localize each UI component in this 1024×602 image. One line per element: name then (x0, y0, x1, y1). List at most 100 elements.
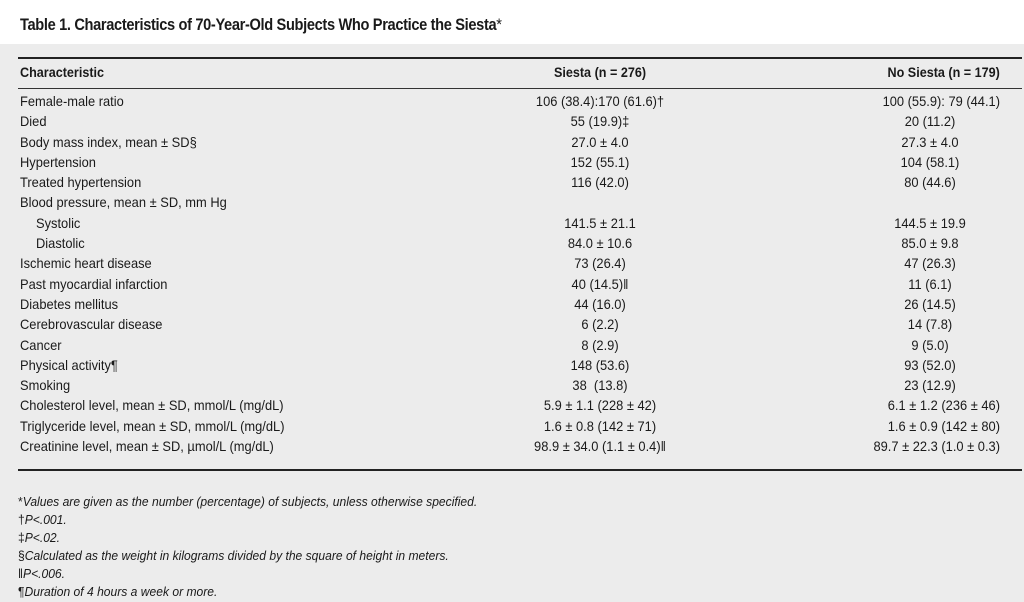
table-row-group-heading: Blood pressure, mean ± SD, mm Hg (0, 194, 1024, 214)
siesta-value: 148 (53.6) (570, 356, 630, 373)
row-label: Female-male ratio (20, 93, 124, 109)
row-label: Triglyceride level, mean ± SD, mmol/L (m… (20, 417, 285, 434)
no-siesta-value: 26 (14.5) (904, 295, 956, 312)
table-row: Body mass index, mean ± SD§ 27.0 ± 4.0 2… (0, 134, 1024, 154)
header-siesta: Siesta (n = 276) (553, 64, 647, 80)
table-row: Cancer 8 (2.9) 9 (5.0) (0, 337, 1024, 357)
footnote: ‖P<.006. (18, 566, 477, 584)
bottom-rule (18, 469, 1022, 471)
siesta-value: 84.0 ± 10.6 (567, 235, 633, 252)
footnote-symbol: ‡ (18, 530, 25, 545)
top-rule (18, 57, 1022, 59)
footnote: ¶Duration of 4 hours a week or more. (18, 584, 477, 602)
siesta-value: 141.5 ± 21.1 (564, 214, 636, 231)
row-label: Cancer (20, 336, 62, 353)
footnote-symbol: ‖ (18, 566, 23, 581)
siesta-value: 8 (2.9) (581, 336, 619, 353)
footnote-text: P<.006. (22, 566, 66, 581)
row-label: Systolic (36, 214, 81, 231)
no-siesta-value: 27.3 ± 4.0 (901, 133, 959, 150)
siesta-value: 152 (55.1) (570, 153, 630, 170)
no-siesta-value: 89.7 ± 22.3 (1.0 ± 0.3) (873, 438, 1000, 455)
no-siesta-value: 1.6 ± 0.9 (142 ± 80) (887, 417, 1000, 434)
no-siesta-value: 20 (11.2) (904, 113, 956, 130)
row-label: Smoking (20, 377, 71, 394)
siesta-value: 27.0 ± 4.0 (571, 133, 629, 150)
siesta-value: 98.9 ± 34.0 (1.1 ± 0.4)‖ (534, 438, 666, 455)
row-label: Physical activity¶ (20, 356, 118, 373)
siesta-value: 38 (13.8) (572, 377, 628, 394)
footnote-symbol: ¶ (18, 584, 25, 599)
siesta-value: 40 (14.5)‖ (571, 275, 629, 292)
footnote: §Calculated as the weight in kilograms d… (18, 548, 477, 566)
title-footnote-mark: * (496, 15, 502, 34)
siesta-value: 116 (42.0) (571, 174, 629, 191)
row-label: Past myocardial infarction (20, 275, 168, 292)
footnote-text: Values are given as the number (percenta… (22, 494, 478, 509)
siesta-value: 44 (16.0) (574, 295, 626, 312)
no-siesta-value: 9 (5.0) (911, 336, 949, 353)
row-label: Blood pressure, mean ± SD, mm Hg (20, 194, 227, 211)
table-title: Table 1. Characteristics of 70-Year-Old … (20, 15, 502, 35)
table-row: Hypertension 152 (55.1) 104 (58.1) (0, 154, 1024, 174)
table-row: Treated hypertension 116 (42.0) 80 (44.6… (0, 174, 1024, 194)
header-characteristic: Characteristic (20, 64, 105, 80)
no-siesta-value: 14 (7.8) (907, 316, 953, 333)
header-no-siesta: No Siesta (n = 179) (887, 64, 1000, 80)
table-row: Died 55 (19.9)‡ 20 (11.2) (0, 113, 1024, 133)
row-label: Died (20, 113, 47, 130)
no-siesta-value: 93 (52.0) (904, 356, 956, 373)
no-siesta-value: 144.5 ± 19.9 (894, 214, 966, 231)
no-siesta-value: 47 (26.3) (904, 255, 956, 272)
siesta-value: 6 (2.2) (581, 316, 619, 333)
table-row: Systolic 141.5 ± 21.1 144.5 ± 19.9 (0, 215, 1024, 235)
row-label: Cholesterol level, mean ± SD, mmol/L (mg… (20, 397, 284, 414)
table-row: Female-male ratio 106 (38.4):170 (61.6)†… (0, 93, 1024, 113)
row-label: Ischemic heart disease (20, 255, 152, 272)
table-row: Diabetes mellitus 44 (16.0) 26 (14.5) (0, 296, 1024, 316)
table-row: Smoking 38 (13.8) 23 (12.9) (0, 377, 1024, 397)
siesta-value: 1.6 ± 0.8 (142 ± 71) (543, 417, 657, 434)
table-row: Diastolic 84.0 ± 10.6 85.0 ± 9.8 (0, 235, 1024, 255)
table-row: Triglyceride level, mean ± SD, mmol/L (m… (0, 418, 1024, 438)
table-row: Physical activity¶ 148 (53.6) 93 (52.0) (0, 357, 1024, 377)
footnote: ‡P<.02. (18, 530, 477, 548)
footnote: *Values are given as the number (percent… (18, 494, 477, 512)
row-label: Cerebrovascular disease (20, 316, 163, 333)
no-siesta-value: 11 (6.1) (908, 275, 952, 292)
table-row: Creatinine level, mean ± SD, µmol/L (mg/… (0, 438, 1024, 458)
no-siesta-value: 80 (44.6) (904, 174, 956, 191)
no-siesta-value: 85.0 ± 9.8 (901, 235, 959, 252)
data-table: Female-male ratio 106 (38.4):170 (61.6)†… (0, 93, 1024, 458)
table-row: Cerebrovascular disease 6 (2.2) 14 (7.8) (0, 316, 1024, 336)
footnote-text: P<.02. (24, 530, 61, 545)
row-label: Diastolic (36, 235, 85, 252)
footnote-symbol: * (18, 494, 23, 509)
row-label: Hypertension (20, 153, 96, 170)
footnote: †P<.001. (18, 512, 477, 530)
table-row: Ischemic heart disease 73 (26.4) 47 (26.… (0, 255, 1024, 275)
table-row: Past myocardial infarction 40 (14.5)‖ 11… (0, 276, 1024, 296)
siesta-value: 55 (19.9)‡ (570, 113, 630, 130)
row-label: Body mass index, mean ± SD§ (20, 133, 197, 150)
no-siesta-value: 23 (12.9) (904, 377, 956, 394)
table-row: Cholesterol level, mean ± SD, mmol/L (mg… (0, 397, 1024, 417)
row-label: Treated hypertension (20, 174, 142, 191)
footnote-symbol: † (18, 512, 25, 527)
footnote-text: P<.001. (24, 512, 67, 527)
siesta-value: 106 (38.4):170 (61.6)† (535, 93, 665, 109)
table-title-text: Table 1. Characteristics of 70-Year-Old … (20, 15, 497, 34)
siesta-value: 5.9 ± 1.1 (228 ± 42) (543, 397, 657, 414)
no-siesta-value: 6.1 ± 1.2 (236 ± 46) (887, 397, 1000, 414)
row-label: Creatinine level, mean ± SD, µmol/L (mg/… (20, 438, 274, 455)
footnotes: *Values are given as the number (percent… (18, 494, 512, 602)
no-siesta-value: 104 (58.1) (900, 153, 960, 170)
row-label: Diabetes mellitus (20, 295, 119, 312)
footnote-text: Duration of 4 hours a week or more. (24, 584, 218, 599)
header-rule (18, 88, 1022, 89)
siesta-value: 73 (26.4) (574, 255, 626, 272)
no-siesta-value: 100 (55.9): 79 (44.1) (882, 93, 1000, 109)
footnote-text: Calculated as the weight in kilograms di… (24, 548, 449, 563)
title-bar: Table 1. Characteristics of 70-Year-Old … (0, 0, 1024, 44)
footnote-symbol: § (18, 548, 25, 563)
